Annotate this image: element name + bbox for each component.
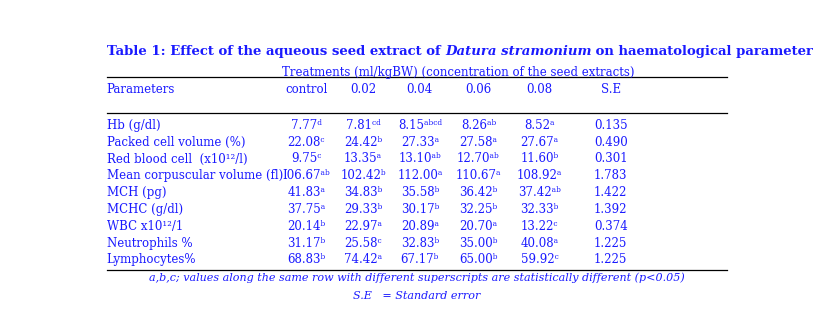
Text: 32.33ᵇ: 32.33ᵇ [520, 203, 559, 216]
Text: 7.81ᶜᵈ: 7.81ᶜᵈ [346, 119, 380, 132]
Text: 34.83ᵇ: 34.83ᵇ [344, 186, 382, 199]
Text: 110.67ᵃ: 110.67ᵃ [455, 169, 501, 182]
Text: 27.58ᵃ: 27.58ᵃ [459, 136, 498, 149]
Text: 22.08ᶜ: 22.08ᶜ [288, 136, 325, 149]
Text: 24.42ᵇ: 24.42ᵇ [344, 136, 382, 149]
Text: S.E   = Standard error: S.E = Standard error [353, 291, 480, 301]
Text: 13.22ᶜ: 13.22ᶜ [521, 220, 559, 233]
Text: 1.422: 1.422 [594, 186, 628, 199]
Text: WBC x10¹²/1: WBC x10¹²/1 [107, 220, 183, 233]
Text: 37.42ᵃᵇ: 37.42ᵃᵇ [518, 186, 561, 199]
Text: 27.33ᵃ: 27.33ᵃ [401, 136, 439, 149]
Text: 8.15ᵃᵇᶜᵈ: 8.15ᵃᵇᶜᵈ [398, 119, 442, 132]
Text: 37.75ᵃ: 37.75ᵃ [287, 203, 325, 216]
Text: 1.225: 1.225 [594, 237, 628, 249]
Text: 59.92ᶜ: 59.92ᶜ [520, 253, 559, 266]
Text: MCHC (g/dl): MCHC (g/dl) [107, 203, 183, 216]
Text: Packed cell volume (%): Packed cell volume (%) [107, 136, 246, 149]
Text: 108.92ᵃ: 108.92ᵃ [517, 169, 563, 182]
Text: 7.77ᵈ: 7.77ᵈ [291, 119, 322, 132]
Text: 68.83ᵇ: 68.83ᵇ [287, 253, 325, 266]
Text: Lymphocytes%: Lymphocytes% [107, 253, 196, 266]
Text: S.E: S.E [601, 83, 621, 96]
Text: 31.17ᵇ: 31.17ᵇ [287, 237, 325, 249]
Text: 29.33ᵇ: 29.33ᵇ [344, 203, 382, 216]
Text: 20.14ᵇ: 20.14ᵇ [287, 220, 325, 233]
Text: 0.490: 0.490 [593, 136, 628, 149]
Text: MCH (pg): MCH (pg) [107, 186, 166, 199]
Text: 20.70ᵃ: 20.70ᵃ [459, 220, 498, 233]
Text: 13.35ᵃ: 13.35ᵃ [344, 152, 382, 165]
Text: Datura stramonium: Datura stramonium [445, 45, 591, 58]
Text: Table 1: Effect of the aqueous seed extract of: Table 1: Effect of the aqueous seed extr… [107, 45, 445, 58]
Text: 67.17ᵇ: 67.17ᵇ [401, 253, 439, 266]
Text: 0.374: 0.374 [593, 220, 628, 233]
Text: 13.10ᵃᵇ: 13.10ᵃᵇ [398, 152, 441, 165]
Text: 0.06: 0.06 [465, 83, 492, 96]
Text: 102.42ᵇ: 102.42ᵇ [341, 169, 386, 182]
Text: 0.135: 0.135 [594, 119, 628, 132]
Text: 1.783: 1.783 [594, 169, 628, 182]
Text: 1.392: 1.392 [594, 203, 628, 216]
Text: I06.67ᵃᵇ: I06.67ᵃᵇ [283, 169, 330, 182]
Text: Parameters: Parameters [107, 83, 175, 96]
Text: 25.58ᶜ: 25.58ᶜ [344, 237, 382, 249]
Text: 35.00ᵇ: 35.00ᵇ [459, 237, 498, 249]
Text: 0.02: 0.02 [350, 83, 376, 96]
Text: 0.301: 0.301 [594, 152, 628, 165]
Text: 112.00ᵃ: 112.00ᵃ [397, 169, 442, 182]
Text: Neutrophils %: Neutrophils % [107, 237, 193, 249]
Text: 32.83ᵇ: 32.83ᵇ [401, 237, 439, 249]
Text: 8.26ᵃᵇ: 8.26ᵃᵇ [461, 119, 496, 132]
Text: 20.89ᵃ: 20.89ᵃ [401, 220, 439, 233]
Text: control: control [285, 83, 328, 96]
Text: 9.75ᶜ: 9.75ᶜ [291, 152, 322, 165]
Text: on haematological parameters in WAD bucks: on haematological parameters in WAD buck… [591, 45, 813, 58]
Text: Red blood cell  (x10¹²/l): Red blood cell (x10¹²/l) [107, 152, 247, 165]
Text: 40.08ᵃ: 40.08ᵃ [520, 237, 559, 249]
Text: a,b,c; values along the same row with different superscripts are statistically d: a,b,c; values along the same row with di… [149, 272, 685, 283]
Text: 41.83ᵃ: 41.83ᵃ [288, 186, 325, 199]
Text: 12.70ᵃᵇ: 12.70ᵃᵇ [457, 152, 500, 165]
Text: 0.08: 0.08 [527, 83, 553, 96]
Text: 22.97ᵃ: 22.97ᵃ [344, 220, 382, 233]
Text: 65.00ᵇ: 65.00ᵇ [459, 253, 498, 266]
Text: Hb (g/dl): Hb (g/dl) [107, 119, 160, 132]
Text: 8.52ᵃ: 8.52ᵃ [524, 119, 554, 132]
Text: Mean corpuscular volume (fl): Mean corpuscular volume (fl) [107, 169, 283, 182]
Text: 0.04: 0.04 [406, 83, 433, 96]
Text: Treatments (ml/kgBW) (concentration of the seed extracts): Treatments (ml/kgBW) (concentration of t… [282, 66, 635, 79]
Text: 74.42ᵃ: 74.42ᵃ [344, 253, 382, 266]
Text: 11.60ᵇ: 11.60ᵇ [520, 152, 559, 165]
Text: 1.225: 1.225 [594, 253, 628, 266]
Text: 35.58ᵇ: 35.58ᵇ [401, 186, 439, 199]
Text: 36.42ᵇ: 36.42ᵇ [459, 186, 498, 199]
Text: 32.25ᵇ: 32.25ᵇ [459, 203, 498, 216]
Text: 27.67ᵃ: 27.67ᵃ [520, 136, 559, 149]
Text: 30.17ᵇ: 30.17ᵇ [401, 203, 439, 216]
